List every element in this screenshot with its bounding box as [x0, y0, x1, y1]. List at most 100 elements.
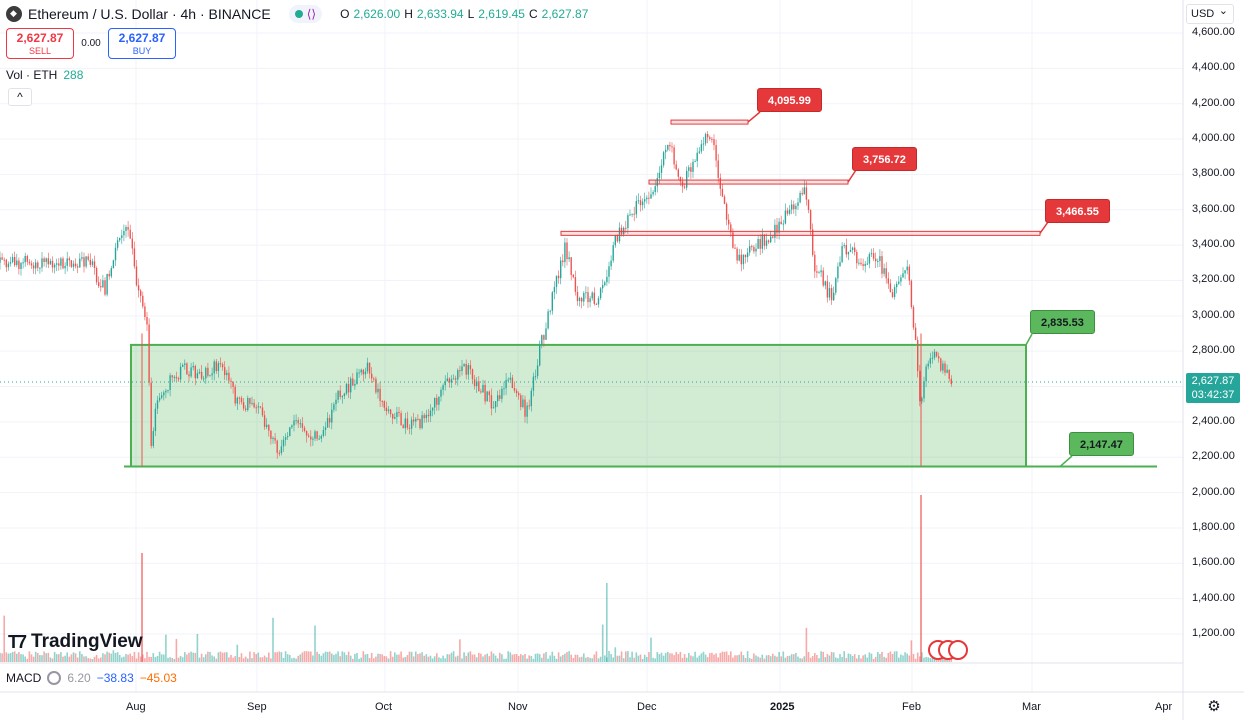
volume-bar: [814, 653, 816, 662]
volume-bar: [364, 654, 367, 662]
candle-body: [725, 203, 728, 220]
candle-body: [553, 286, 556, 293]
volume-bar: [475, 657, 478, 662]
volume-bar: [417, 654, 419, 662]
volume-bar: [242, 658, 245, 662]
volume-bar: [835, 657, 837, 662]
volume-bar: [887, 652, 890, 662]
price-axis-label: 3,200.00: [1192, 273, 1235, 286]
volume-bar: [22, 654, 24, 662]
candle-body: [929, 358, 931, 364]
volume-bar: [803, 656, 806, 662]
candle-body: [375, 378, 377, 393]
candle-body: [112, 260, 115, 269]
volume-bar: [515, 653, 518, 662]
volume-bar: [851, 655, 854, 662]
volume-bar: [872, 658, 875, 662]
spread-value: 0.00: [81, 38, 101, 49]
volume-bar: [929, 657, 932, 662]
volume-legend[interactable]: Vol · ETH 288: [6, 68, 83, 82]
candle-body: [872, 253, 875, 259]
volume-bar: [305, 651, 308, 662]
candle-body: [488, 391, 490, 396]
macd-legend[interactable]: MACD 6.20 −38.83 −45.03: [6, 671, 177, 685]
candle-body: [507, 379, 509, 381]
tradingview-logo[interactable]: T7 TradingView: [8, 631, 143, 653]
volume-bar: [43, 651, 45, 662]
collapse-legend-button[interactable]: ^: [8, 88, 32, 106]
volume-bar: [349, 655, 352, 662]
volume-bar: [368, 657, 371, 662]
candle-body: [125, 227, 127, 231]
candle-body: [299, 423, 301, 425]
candle-body: [387, 409, 390, 412]
symbol-title[interactable]: Ethereum / U.S. Dollar · 4h · BINANCE: [28, 6, 271, 22]
candle-body: [822, 270, 824, 286]
range-top-connector: [1025, 333, 1033, 346]
volume-bar: [240, 653, 243, 662]
volume-bar: [599, 656, 602, 662]
candle-body: [866, 263, 868, 265]
candle-body: [597, 298, 600, 305]
volume-bar: [641, 658, 644, 662]
price-axis-label: 3,000.00: [1192, 308, 1235, 321]
time-axis-label: Apr: [1155, 701, 1173, 713]
volume-bar: [121, 657, 123, 662]
candle-body: [0, 257, 1, 263]
candle-body: [499, 395, 501, 399]
volume-bar: [352, 658, 354, 662]
candle-body: [438, 396, 440, 405]
candle-body: [921, 398, 923, 402]
candle-body: [520, 395, 522, 408]
candle-body: [347, 383, 350, 393]
candle-body: [799, 192, 801, 203]
volume-bar: [263, 655, 266, 662]
volume-bar: [316, 651, 318, 662]
candle-body: [576, 291, 579, 301]
range-bottom-callout[interactable]: 2,147.47: [1069, 432, 1134, 456]
price-axis-label: 2,400.00: [1192, 414, 1235, 427]
volume-bar: [299, 654, 302, 662]
volume-bar: [761, 654, 764, 662]
volume-bar: [696, 657, 698, 662]
candle-body: [335, 399, 337, 405]
candle-body: [910, 280, 913, 308]
volume-bar: [335, 653, 337, 662]
candle-body: [152, 431, 154, 446]
volume-bar: [156, 655, 159, 662]
candle-body: [534, 376, 537, 378]
resistance-callout-1[interactable]: 4,095.99: [757, 88, 822, 112]
volume-bar: [331, 653, 333, 662]
buy-button[interactable]: 2,627.87 BUY: [108, 28, 176, 59]
volume-bar: [496, 658, 499, 662]
volume-bar: [715, 653, 717, 662]
events-marker[interactable]: [928, 640, 968, 660]
volume-bar: [620, 651, 623, 662]
resistance-callout-2[interactable]: 3,756.72: [852, 147, 917, 171]
currency-select[interactable]: USD: [1186, 2, 1234, 24]
macd-visibility-icon[interactable]: [47, 671, 62, 685]
candle-body: [465, 363, 467, 375]
market-status[interactable]: ⟨⟩: [288, 5, 323, 23]
range-top-callout[interactable]: 2,835.53: [1030, 310, 1095, 334]
volume-bar: [83, 656, 85, 662]
volume-bar: [891, 653, 894, 662]
settings-gear-icon[interactable]: ⚙: [1207, 698, 1221, 715]
candle-body: [301, 423, 304, 428]
candle-body: [635, 201, 637, 215]
volume-bar: [165, 634, 167, 662]
resistance-callout-3[interactable]: 3,466.55: [1045, 199, 1110, 223]
candle-body: [864, 263, 866, 266]
candle-body: [232, 381, 234, 387]
candle-body: [74, 263, 77, 267]
candle-body: [324, 427, 327, 430]
candle-body: [219, 363, 222, 365]
sell-button[interactable]: 2,627.87 SELL: [6, 28, 74, 59]
volume-bar: [32, 656, 35, 662]
candle-body: [368, 362, 371, 374]
volume-bar: [694, 651, 696, 662]
candle-body: [692, 161, 694, 172]
candle-body: [845, 245, 847, 255]
